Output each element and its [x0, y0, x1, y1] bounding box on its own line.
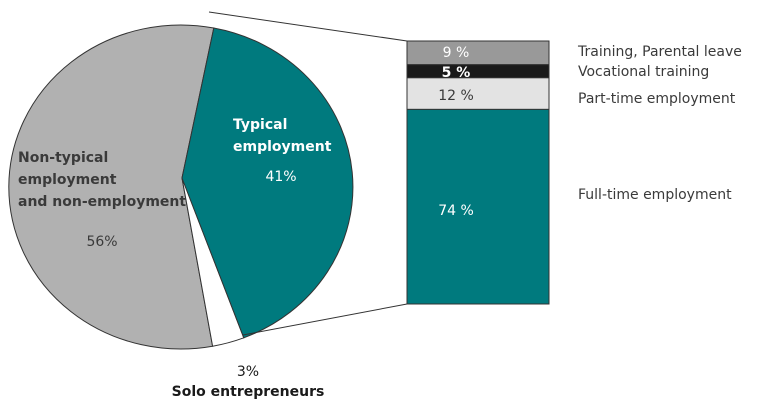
bar-value-training: 9 %	[443, 45, 470, 61]
pie-slice-non-typical	[8, 24, 215, 350]
connector-line-top	[208, 11, 408, 42]
bar-value-vocational: 5 %	[442, 65, 471, 81]
connector-line-bottom	[242, 303, 408, 336]
bar-label-part-time: Part-time employment	[578, 91, 736, 107]
bar-segment-part-time	[406, 77, 550, 110]
typical-label-line-2: employment	[233, 139, 332, 155]
bar-segment-vocational	[406, 64, 550, 79]
non-typical-label-line-2: employment	[18, 172, 117, 188]
bar-label-training: Training, Parental leave	[577, 44, 742, 60]
bar-value-part-time: 12 %	[438, 88, 474, 104]
bar-segment-full-time	[406, 108, 550, 305]
non-typical-label-line-3: and non-employment	[18, 194, 186, 210]
solo-value: 3%	[237, 364, 259, 380]
bar-label-full-time: Full-time employment	[578, 187, 732, 203]
non-typical-label: Non-typical employment and non-employmen…	[18, 150, 186, 210]
non-typical-value: 56%	[86, 234, 117, 250]
bar-segment-training	[406, 40, 550, 66]
bar-value-full-time: 74 %	[438, 203, 474, 219]
typical-label: Typical employment	[233, 117, 332, 155]
typical-value: 41%	[265, 169, 296, 185]
typical-label-line-1: Typical	[233, 117, 287, 133]
stacked-bar	[406, 40, 550, 305]
non-typical-label-line-1: Non-typical	[18, 150, 108, 166]
pie-slice-typical	[181, 27, 354, 339]
solo-label: Solo entrepreneurs	[172, 384, 325, 400]
bar-label-vocational: Vocational training	[578, 64, 709, 80]
